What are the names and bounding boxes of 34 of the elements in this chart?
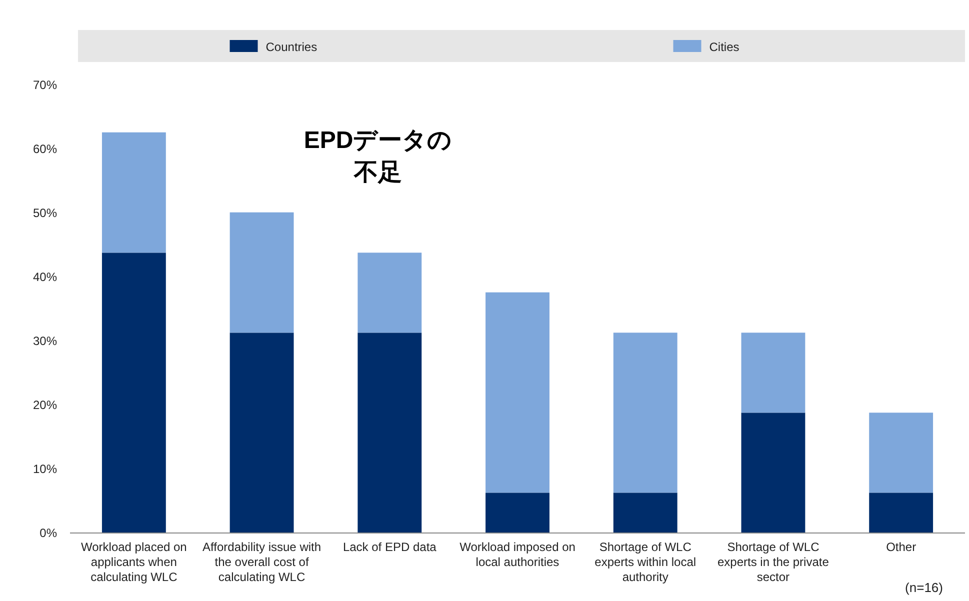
bar	[358, 252, 422, 333]
y-tick-label: 20%	[32, 398, 58, 412]
bar	[613, 492, 678, 533]
legend-label: Cities	[709, 40, 740, 54]
legend-label: Countries	[266, 40, 318, 54]
bar	[741, 332, 806, 413]
bar	[486, 292, 550, 493]
bar	[869, 412, 934, 493]
y-tick-label: 30%	[32, 334, 58, 348]
annotation: EPDデータの	[304, 127, 452, 154]
bar	[102, 132, 166, 253]
text: (n=16)	[905, 580, 943, 595]
y-tick-label: 70%	[32, 78, 58, 92]
y-tick-label: 60%	[32, 142, 58, 156]
y-tick-label: 10%	[32, 462, 58, 476]
x-tick-label: Workload imposed on local authorities	[460, 540, 576, 569]
bar	[358, 332, 422, 533]
y-tick-label: 50%	[32, 206, 58, 220]
bar	[102, 252, 166, 533]
x-tick-label: Workload placed on applicants when calculating WLC	[81, 540, 187, 584]
x-tick-label: Shortage of WLC experts within local authority	[594, 540, 696, 584]
bar	[613, 332, 678, 493]
x-tick-label: Other	[886, 540, 916, 554]
y-tick-label: 40%	[32, 270, 58, 284]
x-tick-label: Affordability issue with the overall cost of calculating WLC	[202, 540, 322, 584]
x-tick-label: Shortage of WLC experts in the private sector	[718, 540, 830, 584]
y-tick-label: 0%	[40, 526, 58, 540]
bar	[486, 492, 550, 533]
bar	[741, 412, 806, 533]
bar	[869, 492, 934, 533]
annotation: 不足	[353, 159, 402, 186]
bar	[230, 332, 294, 533]
x-tick-label: Lack of EPD data	[342, 540, 437, 554]
bar	[230, 212, 294, 333]
